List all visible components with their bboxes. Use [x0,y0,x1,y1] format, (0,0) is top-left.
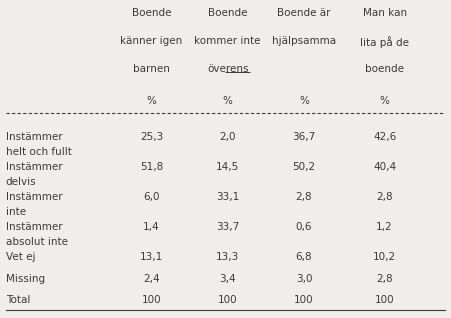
Text: 51,8: 51,8 [140,162,163,172]
Text: lita på de: lita på de [360,36,409,48]
Text: %: % [380,96,390,106]
Text: Total: Total [6,295,30,305]
Text: 33,1: 33,1 [216,192,239,202]
Text: 2,8: 2,8 [376,192,393,202]
Text: 3,4: 3,4 [220,274,236,284]
Text: 40,4: 40,4 [373,162,396,172]
Text: Man kan: Man kan [363,8,407,18]
Text: Instämmer: Instämmer [6,192,63,202]
Text: 50,2: 50,2 [292,162,316,172]
Text: %: % [223,96,233,106]
Text: %: % [147,96,156,106]
Text: inte: inte [6,207,26,217]
Text: 100: 100 [375,295,395,305]
Text: absolut inte: absolut inte [6,237,68,247]
Text: 2,0: 2,0 [220,132,236,142]
Text: %: % [299,96,309,106]
Text: 0,6: 0,6 [296,222,312,232]
Text: 10,2: 10,2 [373,252,396,262]
Text: barnen: barnen [133,65,170,74]
Text: 6,0: 6,0 [143,192,160,202]
Text: delvis: delvis [6,177,37,187]
Text: boende: boende [365,65,404,74]
Text: Missing: Missing [6,274,45,284]
Text: 14,5: 14,5 [216,162,239,172]
Text: hjälpsamma: hjälpsamma [272,36,336,46]
Text: 2,4: 2,4 [143,274,160,284]
Text: 3,0: 3,0 [296,274,312,284]
Text: kommer inte: kommer inte [194,36,261,46]
Text: 1,2: 1,2 [376,222,393,232]
Text: 25,3: 25,3 [140,132,163,142]
Text: känner igen: känner igen [120,36,183,46]
Text: Boende: Boende [208,8,248,18]
Text: 6,8: 6,8 [295,252,312,262]
Text: 2,8: 2,8 [295,192,312,202]
Text: 2,8: 2,8 [376,274,393,284]
Text: 13,3: 13,3 [216,252,239,262]
Text: 100: 100 [294,295,314,305]
Text: 13,1: 13,1 [140,252,163,262]
Text: 100: 100 [142,295,161,305]
Text: Instämmer: Instämmer [6,132,63,142]
Text: Boende är: Boende är [277,8,331,18]
Text: Boende: Boende [132,8,171,18]
Text: överens: överens [207,65,249,74]
Text: Instämmer: Instämmer [6,162,63,172]
Text: helt och fullt: helt och fullt [6,147,72,157]
Text: 33,7: 33,7 [216,222,239,232]
Text: 36,7: 36,7 [292,132,316,142]
Text: Instämmer: Instämmer [6,222,63,232]
Text: Vet ej: Vet ej [6,252,35,262]
Text: 100: 100 [218,295,238,305]
Text: 42,6: 42,6 [373,132,396,142]
Text: 1,4: 1,4 [143,222,160,232]
